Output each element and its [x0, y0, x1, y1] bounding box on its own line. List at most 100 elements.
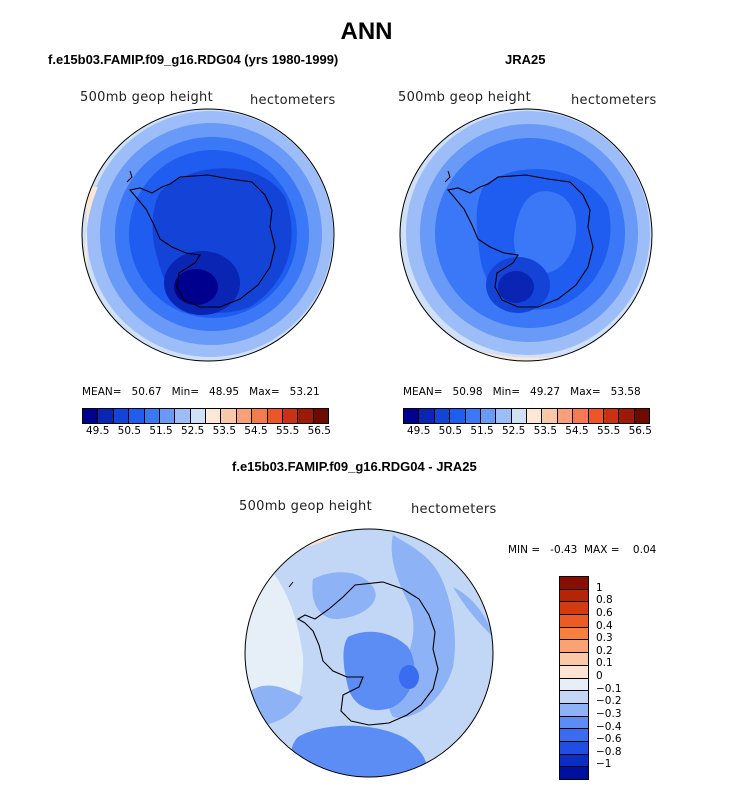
left-case-title: f.e15b03.FAMIP.f09_g16.RDG04 (yrs 1980-1… [48, 52, 339, 67]
colorbar-tick-label: 53.5 [533, 425, 558, 437]
colorbar-swatch [450, 409, 466, 423]
colorbar-tick-label: 49.5 [407, 425, 431, 437]
colorbar-swatch [129, 409, 145, 423]
diff-polar-map [244, 528, 494, 778]
colorbar-swatch [560, 589, 588, 603]
colorbar-tick-label: 52.5 [501, 425, 526, 437]
colorbar-swatch [175, 409, 191, 423]
colorbar-swatch [560, 754, 588, 768]
colorbar-tick-label: −0.1 [596, 682, 622, 695]
diff-colorbar-ticks: 1 0.8 0.6 0.4 0.3 0.2 0.1 0 −0.1 −0.2 −0.3 −0.4 −0.6… [596, 576, 636, 778]
colorbar-tick-label: 0.8 [596, 594, 613, 607]
colorbar-tick-label: 54.5 [244, 425, 268, 437]
colorbar-tick-label: 56.5 [628, 425, 652, 437]
colorbar-swatch [313, 409, 328, 423]
colorbar-tick-label: 56.5 [307, 425, 331, 437]
colorbar-swatch [221, 409, 237, 423]
colorbar-tick-label: 0.6 [596, 606, 613, 619]
colorbar-swatch [560, 678, 588, 692]
colorbar-swatch [190, 409, 206, 423]
colorbar-swatch [527, 409, 543, 423]
colorbar-swatch [603, 409, 620, 423]
colorbar-tick-label: 51.5 [470, 425, 494, 437]
colorbar-tick-label: 55.5 [596, 425, 621, 437]
colorbar-swatch [634, 409, 649, 423]
colorbar-swatch [434, 409, 451, 423]
colorbar-swatch [573, 409, 589, 423]
diff-colorbar [559, 576, 589, 780]
colorbar-tick-label: 0.2 [596, 644, 613, 657]
colorbar-swatch [480, 409, 497, 423]
right-polar-map [399, 108, 653, 362]
colorbar-swatch [83, 409, 99, 423]
colorbar-swatch [159, 409, 176, 423]
colorbar-tick-label: 0.4 [596, 619, 613, 632]
colorbar-swatch [560, 741, 588, 755]
colorbar-tick-label: −0.4 [596, 720, 622, 733]
colorbar-tick-label: −0.2 [596, 695, 622, 708]
colorbar-tick-label: 49.5 [86, 425, 110, 437]
right-field-label: 500mb geop height [398, 90, 531, 105]
colorbar-tick-label: −0.6 [596, 733, 622, 746]
colorbar-swatch [465, 409, 481, 423]
colorbar-tick-label: −0.3 [596, 707, 622, 720]
left-colorbar [82, 408, 329, 424]
colorbar-swatch [282, 409, 299, 423]
colorbar-tick-label: 53.5 [212, 425, 237, 437]
colorbar-swatch [560, 627, 588, 641]
right-colorbar-ticks: 49.5 50.5 51.5 52.5 53.5 54.5 55.5 56.5 [407, 425, 652, 437]
colorbar-swatch [560, 691, 588, 704]
colorbar-tick-label: 50.5 [438, 425, 463, 437]
colorbar-swatch [98, 409, 114, 423]
colorbar-swatch [298, 409, 314, 423]
colorbar-swatch [560, 577, 588, 590]
right-case-title: JRA25 [505, 52, 546, 67]
colorbar-swatch [560, 615, 588, 628]
colorbar-swatch [419, 409, 435, 423]
colorbar-swatch [113, 409, 130, 423]
diff-case-title: f.e15b03.FAMIP.f09_g16.RDG04 - JRA25 [232, 459, 477, 474]
page-title: ANN [340, 18, 393, 45]
colorbar-tick-label: 0.1 [596, 657, 613, 670]
colorbar-swatch [144, 409, 160, 423]
colorbar-swatch [557, 409, 574, 423]
left-stats: MEAN= 50.67 Min= 48.95 Max= 53.21 [82, 386, 320, 398]
colorbar-tick-label: 0 [596, 670, 603, 682]
left-field-label: 500mb geop height [80, 90, 213, 105]
diff-field-label: 500mb geop height [239, 499, 372, 514]
right-colorbar [403, 408, 650, 424]
colorbar-swatch [511, 409, 527, 423]
colorbar-tick-label: 55.5 [275, 425, 300, 437]
colorbar-swatch [267, 409, 283, 423]
colorbar-swatch [560, 767, 588, 779]
colorbar-swatch [560, 716, 588, 730]
colorbar-tick-label: 1 [596, 581, 603, 594]
colorbar-swatch [560, 640, 588, 654]
colorbar-tick-label: −0.8 [596, 745, 622, 758]
colorbar-swatch [542, 409, 558, 423]
right-units-label: hectometers [571, 93, 657, 108]
right-stats: MEAN= 50.98 Min= 49.27 Max= 53.58 [403, 386, 641, 398]
left-units-label: hectometers [250, 93, 336, 108]
colorbar-tick-label: 54.5 [565, 425, 589, 437]
colorbar-tick-label: 0.3 [596, 632, 613, 645]
colorbar-swatch [588, 409, 604, 423]
colorbar-swatch [252, 409, 268, 423]
colorbar-tick-label: 52.5 [180, 425, 205, 437]
colorbar-tick-label: 50.5 [117, 425, 142, 437]
colorbar-swatch [206, 409, 222, 423]
colorbar-swatch [560, 665, 588, 679]
colorbar-swatch [560, 653, 588, 666]
colorbar-swatch [496, 409, 512, 423]
colorbar-swatch [560, 602, 588, 616]
diff-stats: MIN = -0.43 MAX = 0.04 [508, 544, 657, 556]
colorbar-swatch [560, 729, 588, 742]
colorbar-tick-label: −1 [596, 758, 612, 771]
left-polar-map [81, 108, 335, 362]
colorbar-tick-label: 51.5 [149, 425, 173, 437]
colorbar-swatch [619, 409, 635, 423]
colorbar-swatch [404, 409, 420, 423]
colorbar-swatch [560, 703, 588, 717]
left-colorbar-ticks: 49.5 50.5 51.5 52.5 53.5 54.5 55.5 56.5 [86, 425, 331, 437]
colorbar-swatch [236, 409, 253, 423]
